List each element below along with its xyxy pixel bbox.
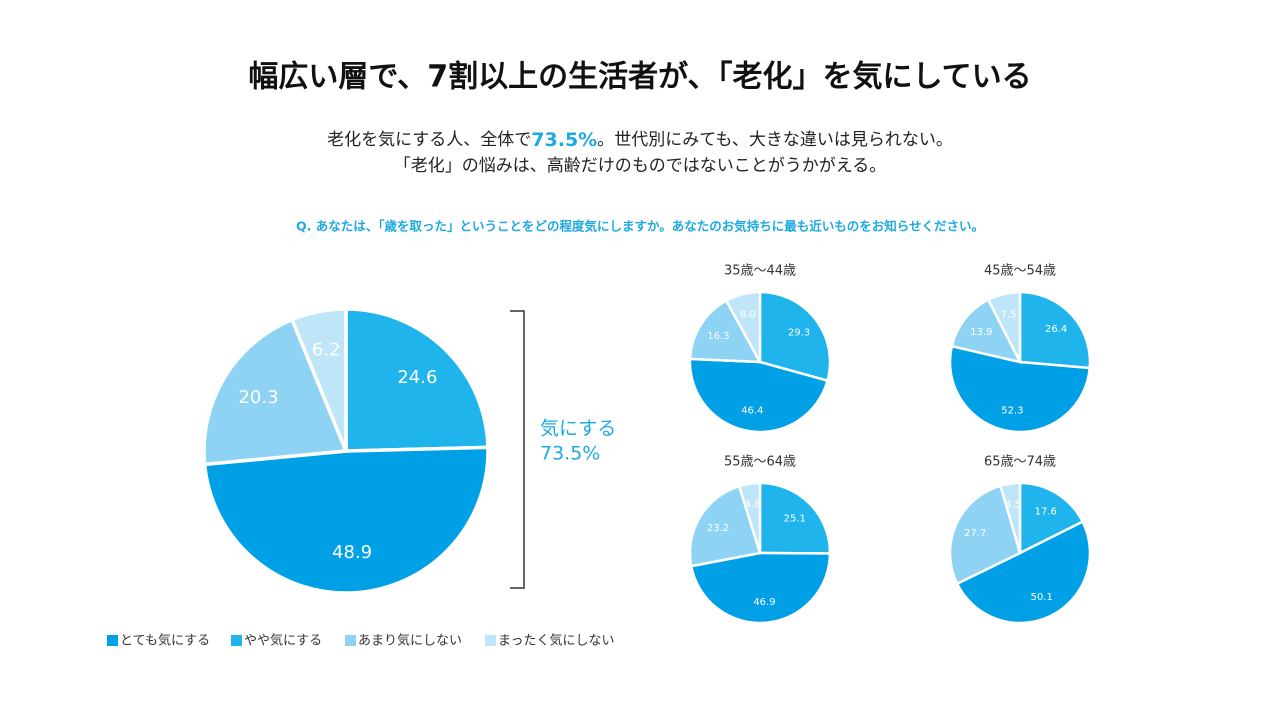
pie-slice bbox=[948, 484, 1022, 586]
subtitle-text: 。世代別にみても、大きな違いは見られない。 bbox=[597, 130, 953, 150]
legend-swatch bbox=[231, 635, 242, 646]
pie-slice bbox=[955, 520, 1092, 625]
question: Q. あなたは、「歳を取った」ということをどの程度気にしますか。あなたのお気持ち… bbox=[296, 219, 984, 234]
pie-slice bbox=[1018, 290, 1092, 370]
pie-slice bbox=[986, 290, 1022, 363]
data-label: 4.8 bbox=[745, 500, 761, 511]
data-label: 17.6 bbox=[1035, 506, 1057, 517]
data-label: 26.4 bbox=[1045, 324, 1067, 335]
legend-label: まったく気にしない bbox=[498, 633, 614, 649]
pie-slice bbox=[344, 307, 490, 453]
pie-title: 45歳〜54歳 bbox=[984, 264, 1056, 279]
data-label: 6.2 bbox=[312, 340, 341, 361]
data-label: 29.3 bbox=[788, 327, 810, 338]
data-label: 25.1 bbox=[784, 513, 806, 524]
data-label: 50.1 bbox=[1031, 592, 1053, 603]
pie-title: 55歳〜64歳 bbox=[724, 455, 796, 470]
data-label: 4.5 bbox=[1005, 499, 1021, 510]
data-label: 27.7 bbox=[964, 528, 986, 539]
data-label: 13.9 bbox=[970, 327, 992, 338]
pie-title: 65歳〜74歳 bbox=[984, 455, 1056, 470]
pie-slice bbox=[688, 298, 763, 364]
data-label: 20.3 bbox=[238, 387, 278, 408]
data-label: 46.4 bbox=[741, 405, 763, 416]
pie-slice bbox=[688, 357, 830, 434]
pie-slice bbox=[289, 307, 348, 452]
bracket bbox=[510, 310, 525, 589]
legend-swatch bbox=[345, 635, 356, 646]
data-label: 46.9 bbox=[753, 597, 775, 608]
data-label: 24.6 bbox=[397, 367, 437, 388]
pie-slice bbox=[758, 481, 832, 555]
pie-slice bbox=[737, 481, 762, 554]
subtitle-text: 老化を気にする人、全体で bbox=[327, 130, 531, 150]
legend-swatch bbox=[107, 635, 118, 646]
legend-label: やや気にする bbox=[244, 633, 322, 649]
annotation: 73.5% bbox=[540, 443, 600, 465]
subtitle-line: 老化を気にする人、全体で73.5%。世代別にみても、大きな違いは見られない。 bbox=[327, 129, 953, 151]
data-label: 8.0 bbox=[740, 310, 756, 321]
pie-slice bbox=[724, 290, 762, 363]
subtitle-line: 「老化」の悩みは、高齢だけのものではないことがうかがえる。 bbox=[394, 156, 887, 176]
subtitle-highlight: 73.5% bbox=[531, 129, 597, 151]
pie-slice bbox=[998, 481, 1022, 554]
pie-slice bbox=[202, 317, 349, 467]
pie-slice bbox=[202, 445, 490, 595]
data-label: 23.2 bbox=[707, 523, 729, 534]
pie-slice bbox=[948, 344, 1092, 434]
headline: 幅広い層で、7割以上の生活者が、「老化」を気にしている bbox=[248, 60, 1031, 95]
pie-slice bbox=[1018, 481, 1085, 556]
data-label: 48.9 bbox=[332, 542, 372, 563]
legend-label: あまり気にしない bbox=[358, 633, 462, 649]
annotation: 気にする bbox=[540, 418, 616, 440]
legend-label: とても気にする bbox=[120, 633, 210, 649]
data-label: 16.3 bbox=[707, 331, 729, 342]
legend-swatch bbox=[485, 635, 496, 646]
data-label: 52.3 bbox=[1001, 405, 1023, 416]
data-label: 7.5 bbox=[1001, 309, 1017, 320]
pie-slice bbox=[688, 484, 762, 568]
pie-slice bbox=[689, 551, 832, 625]
pie-title: 35歳〜44歳 bbox=[724, 264, 796, 279]
pie-slice bbox=[758, 290, 832, 383]
